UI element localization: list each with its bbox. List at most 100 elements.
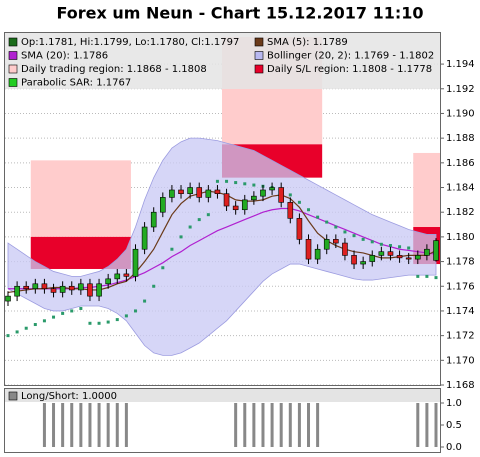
long-short-bar [307,403,311,447]
sar-dot [361,237,365,241]
legend-swatch [8,78,18,87]
trading-region [30,160,131,237]
trading-region [413,152,440,228]
long-short-bar [416,403,420,447]
sar-dot [115,318,119,322]
sar-dot [188,225,192,229]
y-tick-label: 1.186 [446,158,475,169]
candle-body [160,197,166,213]
candle-body [342,242,348,256]
y-tick-label: 1.168 [446,380,475,391]
candle-body [150,211,157,228]
candle-body [178,189,184,194]
sar-dot [288,193,292,197]
y-tick-label: 1.192 [446,84,475,95]
candle-body [187,187,193,194]
sar-dot [133,309,137,313]
candle-body [305,239,312,260]
candle-body [424,248,430,256]
candle-body [132,248,139,277]
sar-dot [243,182,247,186]
sar-dot [106,320,110,324]
sar-dot [425,274,429,278]
y-tick-label: 1.174 [446,306,475,317]
bollinger-band [7,137,437,356]
long-short-bar [52,403,56,447]
candle-body [68,285,75,291]
sar-dot [15,330,19,334]
y-tick-label: 1.190 [446,108,475,119]
candle-body [333,239,339,244]
sar-dot [352,234,356,238]
y-tick-label: 1.180 [446,232,475,243]
sar-dot [79,306,83,310]
candle-body [405,257,412,260]
legend-label: Op:1.1781, Hi:1.1799, Lo:1.1780, Cl:1.17… [21,37,239,48]
sar-dot [297,200,301,204]
plot-area [5,36,440,385]
sar-dot [388,244,392,248]
legend-background [5,33,440,89]
candle-body [59,285,66,293]
candle-body [251,195,257,201]
candle-body [433,240,439,261]
sar-dot [252,183,256,187]
ls-legend-background [5,389,440,402]
long-short-bar [243,403,247,447]
sar-dot [316,215,320,219]
long-short-bar [42,403,46,447]
sar-dot [61,311,65,315]
sar-dot [434,276,438,280]
long-short-bar [316,403,320,447]
sar-dot [124,314,128,318]
candle-body [414,255,421,260]
candle-body [114,273,121,280]
long-short-bar [297,403,301,447]
legend-label: Parabolic SAR: 1.1767 [21,78,131,89]
sar-dot [152,284,156,288]
chart-title: Forex um Neun - Chart 15.12.2017 11:10 [56,4,423,23]
sar-dot [234,181,238,185]
sar-dot [6,334,10,338]
candle-body [5,295,11,302]
candle-body [269,187,275,191]
sar-dot [225,179,229,183]
candle-body [87,283,93,297]
sar-dot [33,323,37,327]
candle-body [205,189,212,198]
sar-dot [161,266,165,270]
long-short-bar [434,403,438,447]
long-short-bar [88,403,92,447]
y-tick-label: 1.194 [446,59,475,70]
candle-body [323,239,330,250]
long-short-bar [270,403,274,447]
sar-dot [325,220,329,224]
long-short-bar [234,403,238,447]
candle-body [396,255,403,259]
long-short-bar [279,403,283,447]
long-short-bar [425,403,429,447]
sar-dot [42,319,46,323]
long-short-bar [97,403,101,447]
sar-dot [24,326,28,330]
long-short-bar [288,403,292,447]
candle-body [278,187,284,203]
y-tick-label: 1.182 [446,207,475,218]
candle-body [32,283,39,290]
candle-body [141,226,148,250]
candle-body [78,283,84,291]
candle-body [360,261,366,265]
candle-body [314,248,321,260]
candle-body [387,251,394,256]
candle-body [296,218,303,240]
ls-legend-label: Long/Short: 1.0000 [21,391,117,402]
candle-body [351,255,357,265]
y-tick-label: 1.184 [446,183,475,194]
sar-dot [334,225,338,229]
y-tick-label: 1.188 [446,133,475,144]
candle-body [96,283,102,297]
candle-body [214,189,221,194]
sar-dot [416,274,420,278]
overlay: 1.168 1.170 1.172 1.174 1.176 1.178 1.180 1.182… [5,33,475,453]
